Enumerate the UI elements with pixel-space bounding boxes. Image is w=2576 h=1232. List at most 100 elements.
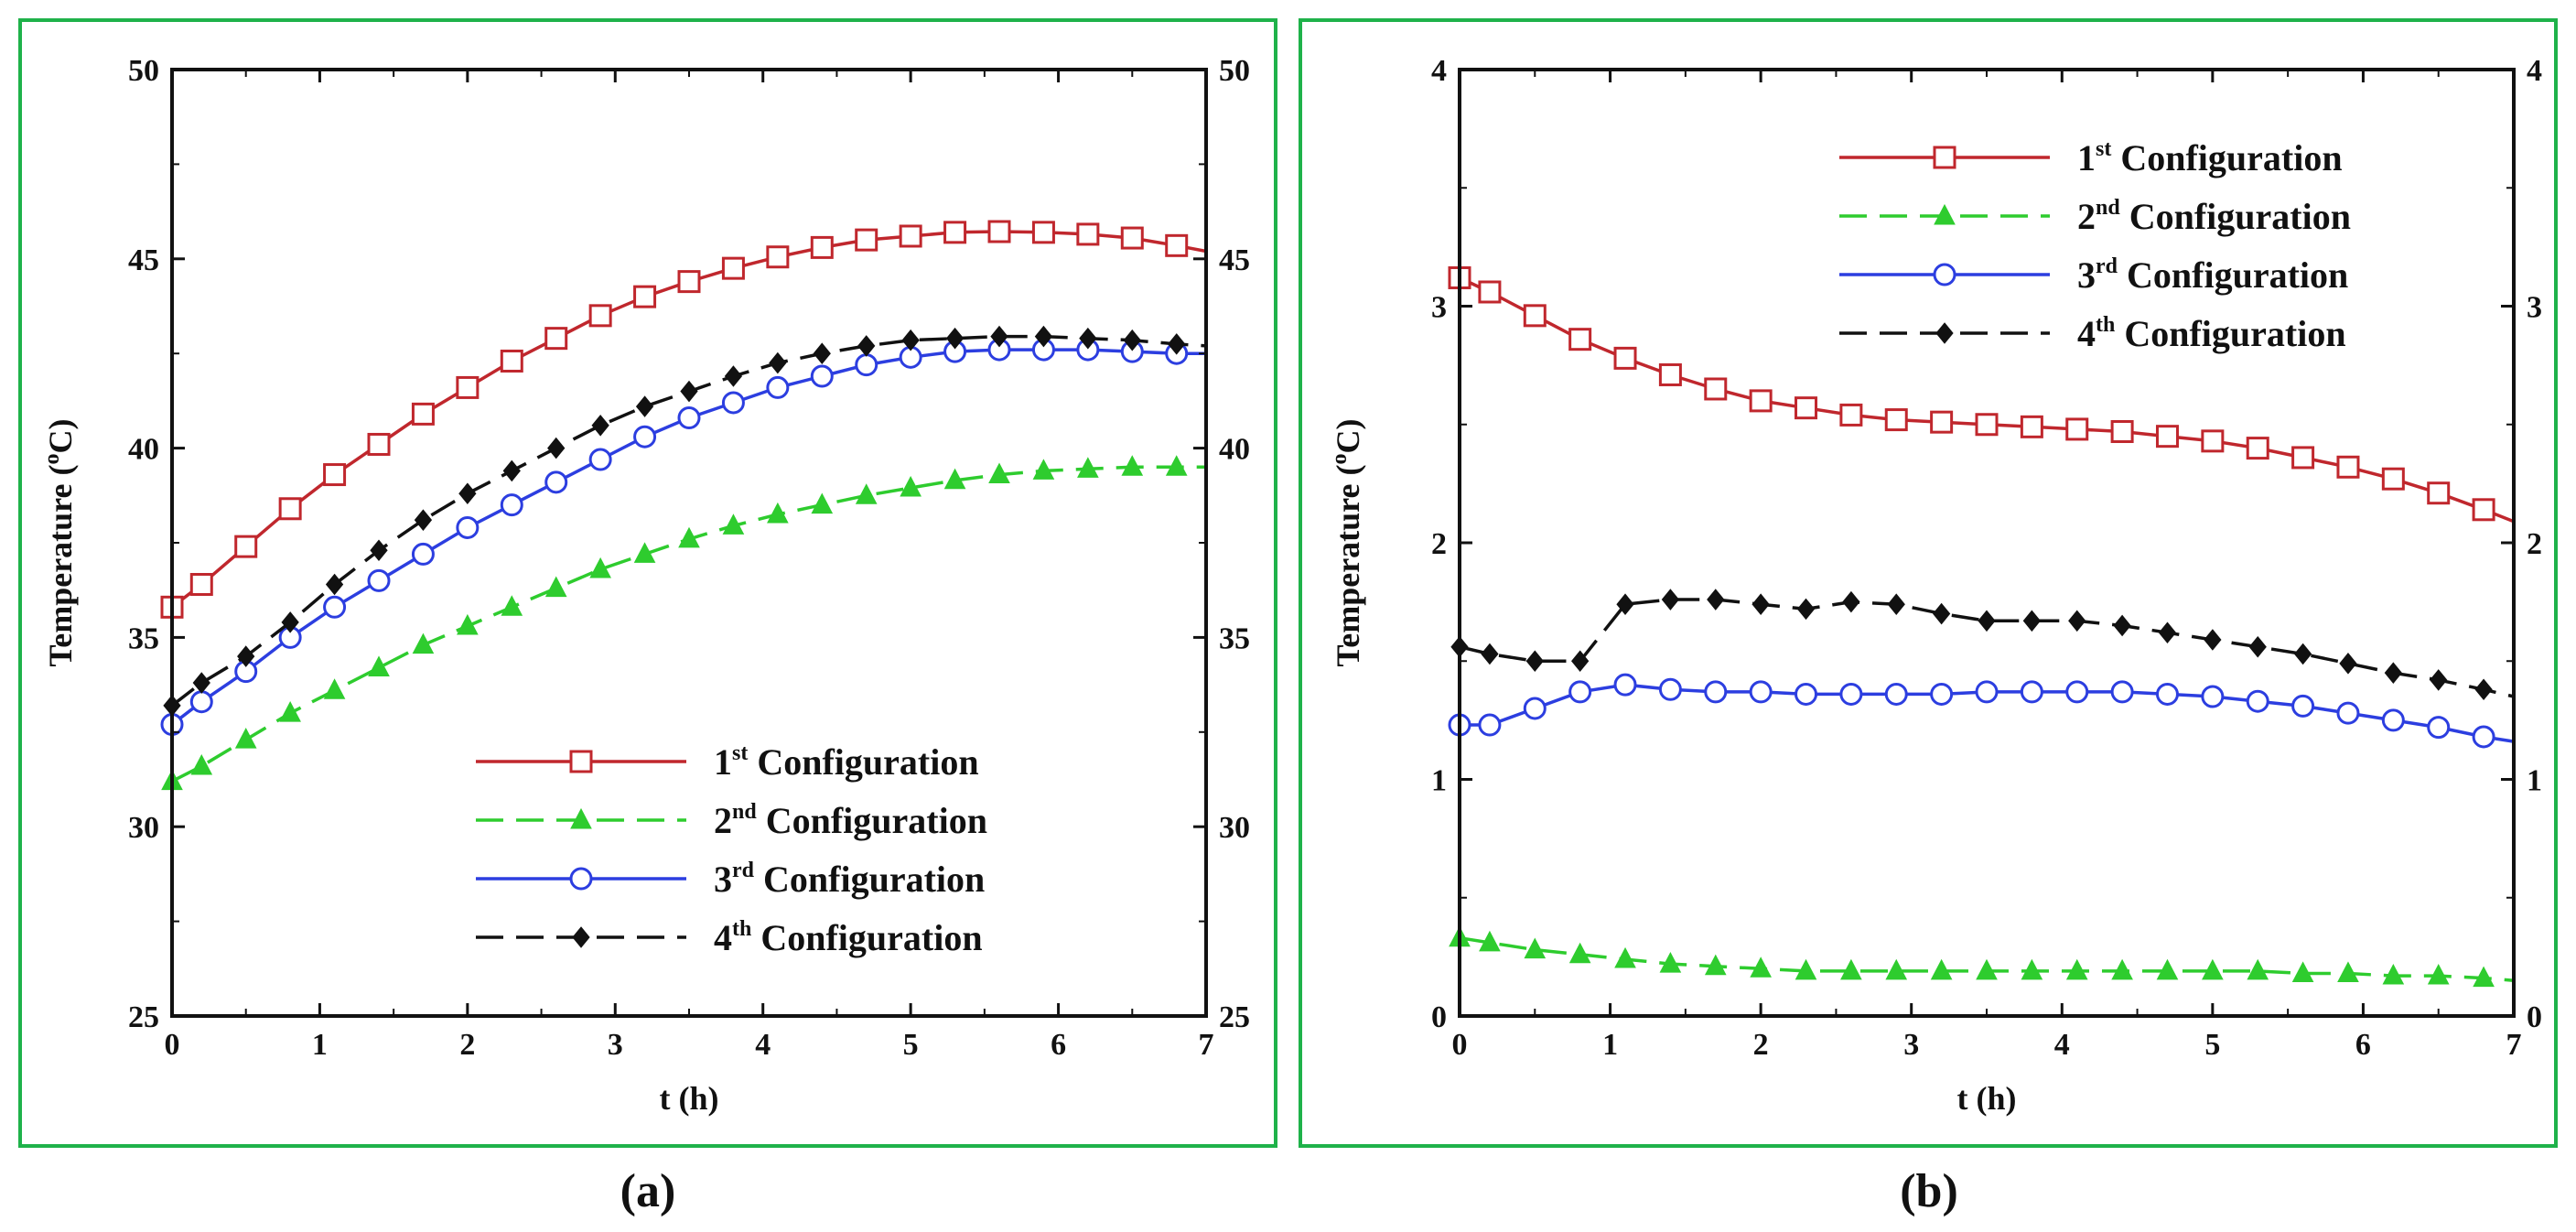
series-4-point bbox=[1079, 327, 1097, 350]
legend-sup: nd bbox=[732, 800, 757, 824]
series-4-point bbox=[2248, 635, 2267, 658]
series-4-point bbox=[2204, 629, 2222, 651]
series-2-point bbox=[1930, 958, 1953, 980]
series-1-point bbox=[2381, 467, 2405, 491]
series-3-point bbox=[766, 375, 790, 399]
x-tick-label: 5 bbox=[2204, 1028, 2220, 1062]
series-1-point bbox=[899, 224, 922, 248]
series-1-point bbox=[189, 572, 213, 596]
legend-text: Configuration bbox=[2120, 196, 2351, 237]
series-1-point bbox=[633, 285, 657, 308]
series-3-point bbox=[2291, 694, 2315, 718]
legend-num: 4 bbox=[714, 917, 732, 958]
series-1-point bbox=[721, 256, 745, 280]
series-1-point bbox=[1165, 233, 1189, 257]
series-1-point bbox=[1975, 413, 1999, 437]
series-1-line bbox=[1459, 276, 2515, 524]
series-3-point bbox=[1839, 682, 1863, 706]
series-2-point bbox=[2111, 958, 2133, 980]
series-2-point bbox=[811, 492, 834, 514]
series-3-point bbox=[544, 470, 568, 494]
legend-num: 2 bbox=[2077, 196, 2096, 237]
series-4-point bbox=[1932, 602, 1951, 625]
y-tick-label-right: 1 bbox=[2527, 764, 2542, 798]
series-2-point bbox=[1614, 946, 1636, 968]
series-1-point bbox=[456, 375, 480, 399]
series-3-point bbox=[1568, 680, 1592, 704]
series-4-point bbox=[2293, 643, 2312, 665]
series-4-point bbox=[857, 335, 876, 357]
y-tick-label-right: 35 bbox=[1219, 621, 1250, 655]
series-2-line bbox=[171, 465, 1206, 784]
y-axis-label-main: Temperature ( bbox=[42, 465, 79, 667]
series-2-point bbox=[1750, 956, 1772, 978]
legend-4-label: 4th Configuration bbox=[2077, 313, 2346, 354]
series-4-point bbox=[724, 365, 743, 387]
series-4-point bbox=[2158, 621, 2177, 644]
y-tick-label: 40 bbox=[128, 433, 159, 467]
series-3-point bbox=[500, 493, 523, 517]
series-4-point bbox=[1616, 593, 1634, 615]
series-4-point bbox=[1168, 333, 1186, 355]
series-4-point bbox=[813, 342, 831, 364]
legend-num: 1 bbox=[2077, 137, 2096, 178]
series-4-point bbox=[281, 611, 299, 633]
series-1-point bbox=[367, 432, 391, 456]
series-1-point bbox=[2201, 429, 2225, 453]
series-3-point bbox=[411, 542, 435, 566]
series-2-point bbox=[1885, 958, 1908, 980]
y-tick-label-right: 45 bbox=[1219, 243, 1250, 277]
series-4-point bbox=[1978, 610, 1996, 632]
series-2-point bbox=[2065, 958, 2088, 980]
series-4-point bbox=[1751, 593, 1770, 615]
series-4-point bbox=[458, 482, 477, 505]
series-1-point bbox=[1076, 222, 1100, 246]
series-3-point bbox=[2336, 701, 2360, 725]
legend-text: Configuration bbox=[2118, 254, 2348, 296]
series-4-point bbox=[1571, 650, 1590, 673]
x-axis-label: t (h) bbox=[1957, 1080, 2017, 1117]
series-3-point bbox=[1975, 680, 1999, 704]
series-3-point bbox=[677, 406, 701, 430]
series-1-point bbox=[1930, 410, 1954, 434]
series-4-point bbox=[502, 459, 521, 482]
legend-3-label: 3rd Configuration bbox=[714, 859, 985, 900]
series-2-point bbox=[2337, 961, 2359, 982]
series-3-point bbox=[1884, 682, 1908, 706]
series-3-point bbox=[1749, 680, 1773, 704]
series-2-point bbox=[1165, 455, 1188, 476]
series-4-point bbox=[769, 351, 787, 374]
series-1-point bbox=[1884, 408, 1908, 432]
series-2-point bbox=[589, 557, 611, 578]
series-4-point bbox=[635, 395, 654, 417]
legend-text: Configuration bbox=[2111, 137, 2342, 178]
x-tick-label: 5 bbox=[903, 1028, 919, 1062]
legend-text: Configuration bbox=[748, 741, 978, 783]
series-1-point bbox=[1795, 396, 1818, 420]
legend-4-swatch-marker bbox=[1935, 322, 1954, 344]
series-1-point bbox=[987, 220, 1011, 243]
series-1-point bbox=[810, 235, 834, 259]
series-2-point bbox=[767, 502, 789, 524]
series-1-point bbox=[588, 304, 612, 328]
series-1-point bbox=[677, 270, 701, 294]
series-1-point bbox=[500, 349, 523, 373]
series-2-point bbox=[1659, 952, 1682, 973]
series-2-point bbox=[1568, 942, 1591, 964]
series-4-point bbox=[1481, 643, 1499, 665]
series-1-point bbox=[2110, 420, 2134, 444]
y-tick-label-right: 25 bbox=[1219, 1000, 1250, 1034]
y-tick-label-right: 3 bbox=[2527, 291, 2542, 325]
series-4-point bbox=[414, 509, 433, 531]
x-tick-label: 6 bbox=[2355, 1028, 2371, 1062]
series-1-point bbox=[2427, 481, 2451, 505]
series-2-point bbox=[633, 542, 656, 563]
series-4-point bbox=[945, 327, 965, 350]
legend-2-label: 2nd Configuration bbox=[2077, 196, 2351, 237]
series-2-point bbox=[1032, 459, 1055, 480]
series-2-point bbox=[2473, 966, 2495, 988]
series-1-point bbox=[544, 327, 568, 351]
y-axis-label: Temperature (oC) bbox=[1328, 419, 1366, 667]
